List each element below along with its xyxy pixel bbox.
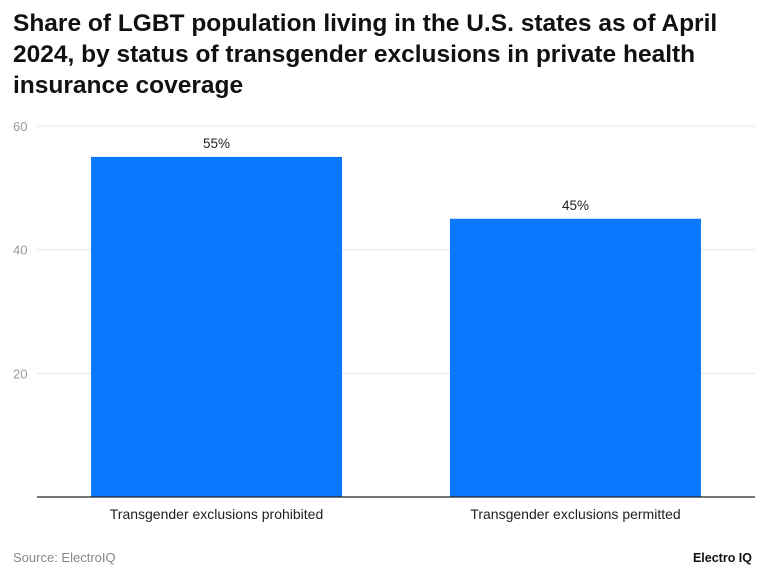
y-tick-label: 20 — [13, 366, 27, 381]
source-note: Source: ElectroIQ — [13, 550, 116, 565]
brand-logo: Electro IQ — [692, 551, 752, 565]
y-tick-label: 60 — [13, 119, 27, 134]
x-tick-label: Transgender exclusions prohibited — [110, 506, 324, 522]
x-tick-label: Transgender exclusions permitted — [470, 506, 680, 522]
data-label: 55% — [203, 136, 230, 151]
y-tick-label: 40 — [13, 243, 27, 258]
data-label: 45% — [562, 198, 589, 213]
bar — [91, 156, 342, 497]
bar — [450, 218, 701, 497]
chart-title: Share of LGBT population living in the U… — [13, 10, 718, 99]
